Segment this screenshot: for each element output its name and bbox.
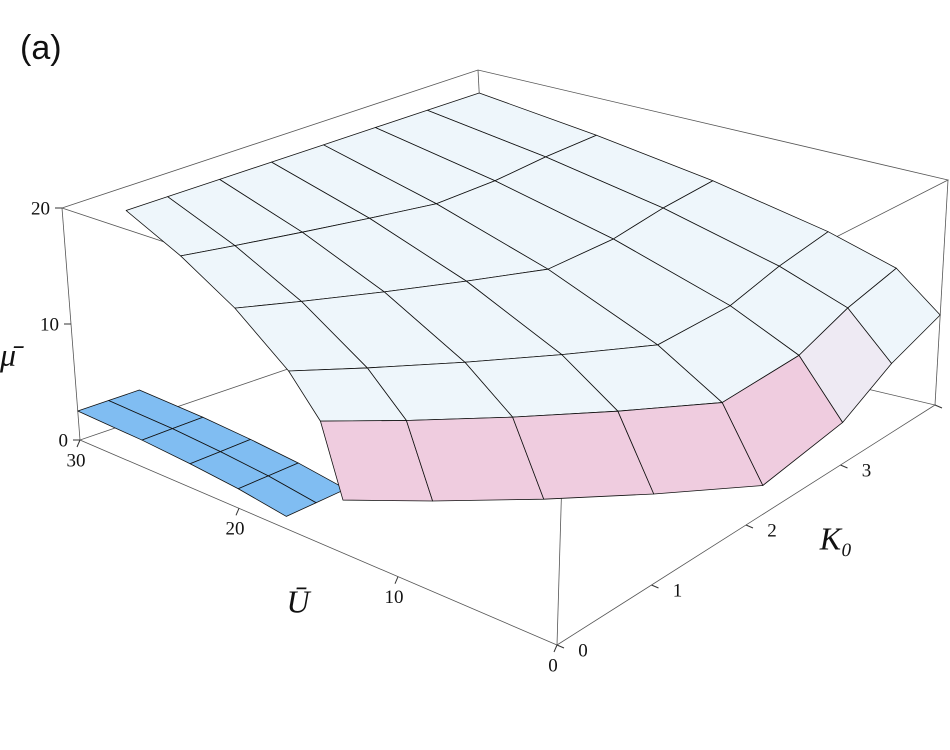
x-tick-label: 30 [67,450,86,471]
chart-title: (a) [20,29,62,67]
y-tick-label: 2 [767,520,777,541]
y-tick [840,464,848,469]
z-tick-label: 20 [31,198,50,219]
y-axis-label: K₀ [819,520,852,556]
z-tick-label: 10 [40,314,59,335]
x-axis-label: Ū [286,583,311,619]
z-axis-label: μ̄ [0,336,24,372]
x-tick-label: 0 [548,655,558,676]
y-tick-label: 0 [578,640,588,661]
x-tick [553,644,558,653]
y-tick-label: 3 [862,460,872,481]
y-tick [745,524,754,529]
x-tick [235,508,240,516]
x-tick [76,439,81,448]
x-tick-label: 10 [385,587,404,608]
y-tick [651,584,659,589]
x-tick [394,576,399,584]
surface-patch [237,475,317,517]
surface-patch [617,402,764,495]
x-tick-label: 20 [226,519,245,540]
y-tick-label: 1 [673,580,683,601]
box-edge [934,179,949,406]
y-tick [556,644,565,649]
z-tick-label: 0 [59,430,69,451]
y-tick [934,404,943,409]
